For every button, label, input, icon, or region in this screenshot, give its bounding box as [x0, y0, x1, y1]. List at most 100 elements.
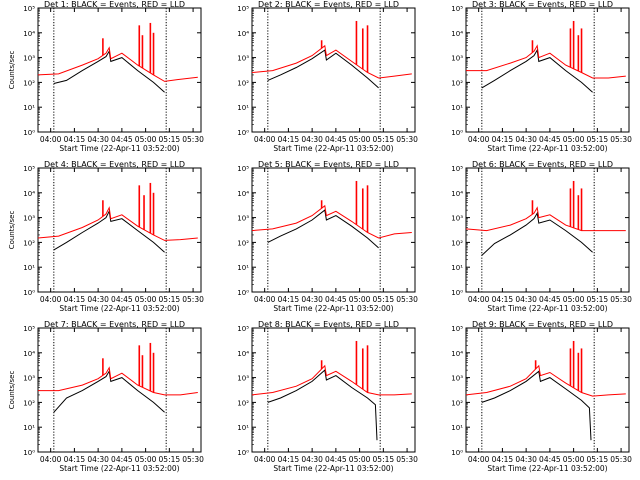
x-tick-label: 05:00	[563, 455, 585, 464]
x-tick-label: 05:00	[563, 295, 585, 304]
y-tick-label: 10⁰	[237, 129, 249, 137]
y-tick-label: 10²	[23, 79, 35, 87]
x-axis-label: Start Time (22-Apr-11 03:52:00)	[59, 304, 179, 313]
plot-frame	[465, 167, 630, 293]
x-tick-label: 04:30	[515, 135, 537, 144]
x-tick-label: 05:00	[135, 135, 157, 144]
plot-frame	[37, 167, 202, 293]
x-tick-label: 04:15	[278, 295, 300, 304]
x-tick-label: 04:30	[515, 295, 537, 304]
x-tick-label: 04:45	[325, 295, 347, 304]
y-tick-label: 10⁵	[451, 165, 463, 173]
y-tick-label: 10³	[237, 55, 249, 63]
y-tick-label: 10⁵	[237, 325, 249, 333]
x-tick-label: 04:15	[278, 455, 300, 464]
x-axis-label: Start Time (22-Apr-11 03:52:00)	[59, 144, 179, 153]
y-tick-label: 10⁰	[23, 289, 35, 297]
series-line-red	[38, 366, 198, 396]
x-tick-label: 05:30	[396, 455, 418, 464]
series-line-red	[251, 204, 412, 239]
y-tick-label: 10²	[237, 399, 249, 407]
x-tick-label: 04:15	[64, 455, 86, 464]
x-tick-label: 04:15	[492, 135, 514, 144]
y-tick-label: 10⁴	[451, 190, 463, 198]
y-tick-label: 10⁴	[237, 190, 249, 198]
series-line-black	[267, 369, 378, 441]
series-line-red	[465, 206, 626, 232]
x-tick-label: 05:30	[396, 295, 418, 304]
y-tick-label: 10¹	[23, 104, 35, 112]
x-tick-label: 04:00	[254, 135, 276, 144]
y-tick-label: 10⁵	[237, 5, 249, 13]
y-axis-label: Counts/sec	[8, 211, 16, 250]
y-axis-label: Counts/sec	[8, 371, 16, 410]
x-tick-label: 04:45	[325, 135, 347, 144]
panel-title: Det 8: BLACK = Events, RED = LLD	[258, 320, 399, 329]
series-line-black	[481, 370, 592, 441]
y-tick-label: 10²	[237, 239, 249, 247]
plot-frame	[37, 7, 202, 133]
x-tick-label: 05:00	[349, 295, 371, 304]
y-tick-label: 10¹	[237, 104, 249, 112]
panel-title: Det 5: BLACK = Events, RED = LLD	[258, 160, 399, 169]
plot-frame	[37, 327, 202, 453]
y-tick-label: 10⁰	[23, 129, 35, 137]
y-tick-label: 10⁵	[23, 5, 35, 13]
x-tick-label: 05:00	[349, 455, 371, 464]
y-tick-label: 10¹	[23, 264, 35, 272]
series-line-red	[251, 44, 412, 79]
y-tick-label: 10¹	[237, 424, 249, 432]
x-axis-label: Start Time (22-Apr-11 03:52:00)	[273, 144, 393, 153]
x-tick-label: 04:30	[301, 455, 323, 464]
x-axis-label: Start Time (22-Apr-11 03:52:00)	[273, 464, 393, 473]
x-tick-label: 04:45	[325, 455, 347, 464]
x-tick-label: 04:00	[40, 135, 62, 144]
series-line-red	[37, 46, 198, 82]
y-tick-label: 10⁰	[23, 449, 35, 457]
y-tick-label: 10³	[23, 375, 35, 383]
y-tick-label: 10⁰	[237, 449, 249, 457]
y-tick-label: 10²	[237, 79, 249, 87]
y-tick-label: 10⁵	[23, 165, 35, 173]
x-tick-label: 04:30	[301, 295, 323, 304]
series-line-red	[251, 364, 412, 396]
x-tick-label: 05:00	[135, 455, 157, 464]
x-tick-label: 05:00	[135, 295, 157, 304]
panel-title: Det 4: BLACK = Events, RED = LLD	[44, 160, 185, 169]
y-tick-label: 10⁴	[23, 30, 35, 38]
y-tick-label: 10⁵	[23, 325, 35, 333]
x-tick-label: 04:30	[87, 135, 109, 144]
y-tick-label: 10⁵	[451, 5, 463, 13]
plot-frame	[251, 167, 416, 293]
y-axis-label: Counts/sec	[8, 51, 16, 90]
series-line-black	[53, 49, 165, 93]
x-tick-label: 05:00	[563, 135, 585, 144]
x-tick-label: 04:00	[40, 455, 62, 464]
y-tick-label: 10⁰	[451, 129, 463, 137]
x-tick-label: 05:15	[159, 455, 181, 464]
series-line-black	[481, 211, 593, 256]
x-tick-label: 04:30	[87, 295, 109, 304]
y-tick-label: 10⁴	[237, 350, 249, 358]
y-tick-label: 10³	[451, 55, 463, 63]
x-tick-label: 05:00	[349, 135, 371, 144]
y-tick-label: 10³	[451, 375, 463, 383]
x-tick-label: 04:45	[539, 455, 561, 464]
series-line-red	[37, 206, 198, 241]
series-line-black	[53, 209, 165, 253]
x-tick-label: 05:30	[182, 455, 204, 464]
x-tick-label: 05:30	[396, 135, 418, 144]
x-tick-label: 05:15	[373, 295, 395, 304]
y-tick-label: 10⁴	[451, 30, 463, 38]
x-tick-label: 04:15	[64, 295, 86, 304]
y-tick-label: 10⁵	[237, 165, 249, 173]
panel-title: Det 9: BLACK = Events, RED = LLD	[472, 320, 613, 329]
x-tick-label: 05:15	[159, 135, 181, 144]
